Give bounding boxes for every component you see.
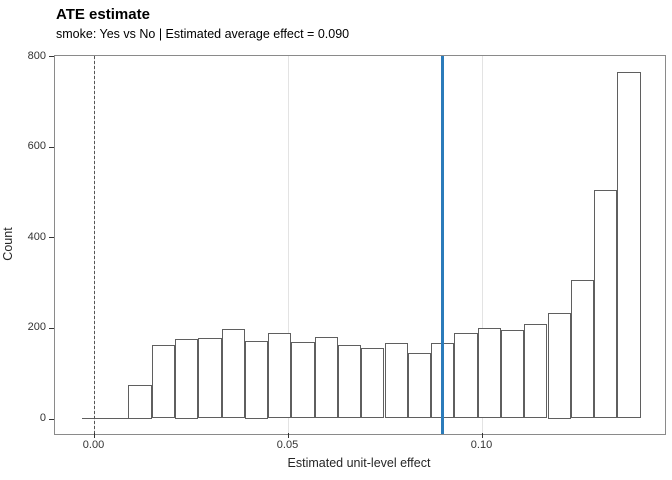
histogram-bar xyxy=(244,341,269,419)
y-axis-title: Count xyxy=(1,227,15,261)
y-tick-label: 200 xyxy=(27,321,46,334)
histogram-bar xyxy=(361,348,385,419)
x-tick-mark xyxy=(287,433,289,438)
x-gridline xyxy=(481,56,483,434)
histogram-bar xyxy=(268,333,292,419)
y-tick-mark xyxy=(49,418,54,420)
histogram-bar xyxy=(477,327,501,419)
histogram-bar xyxy=(198,337,222,419)
y-tick-mark xyxy=(49,237,54,239)
histogram-bar xyxy=(384,343,408,419)
y-tick-mark xyxy=(49,327,54,329)
y-tick-label: 600 xyxy=(27,140,46,153)
x-gridline xyxy=(287,56,289,434)
histogram-bar xyxy=(524,323,548,419)
histogram-bar xyxy=(128,384,152,419)
plot-title: ATE estimate xyxy=(56,6,150,23)
histogram-bar xyxy=(547,312,571,419)
x-tick-mark xyxy=(93,433,95,438)
x-tick-label: 0.00 xyxy=(82,439,105,451)
y-tick-label: 800 xyxy=(27,49,46,62)
x-tick-mark xyxy=(481,433,483,438)
y-tick-mark xyxy=(49,146,54,148)
histogram-bar xyxy=(337,344,362,419)
histogram-bar xyxy=(594,189,618,419)
histogram-bar xyxy=(291,341,315,419)
plot-subtitle: smoke: Yes vs No | Estimated average eff… xyxy=(56,27,350,41)
histogram-bar xyxy=(105,417,129,419)
histogram-bar xyxy=(617,71,641,419)
zero-reference-line xyxy=(93,56,95,434)
plot-panel xyxy=(54,55,666,435)
histogram-bar xyxy=(151,345,175,419)
y-tick-mark xyxy=(49,56,54,57)
ate-mean-line xyxy=(441,56,445,434)
y-tick-label: 400 xyxy=(27,230,46,243)
y-tick-label: 0 xyxy=(39,412,46,424)
histogram-bar xyxy=(407,352,432,419)
histogram-bar xyxy=(500,329,525,419)
histogram-bar xyxy=(175,338,199,419)
x-axis-title: Estimated unit-level effect xyxy=(287,456,431,470)
histogram-bar xyxy=(454,332,478,419)
histogram-bar xyxy=(221,329,245,419)
x-tick-label: 0.05 xyxy=(276,439,299,451)
histogram-bar xyxy=(314,337,338,419)
histogram-bar xyxy=(570,280,594,419)
x-tick-label: 0.10 xyxy=(470,439,493,451)
